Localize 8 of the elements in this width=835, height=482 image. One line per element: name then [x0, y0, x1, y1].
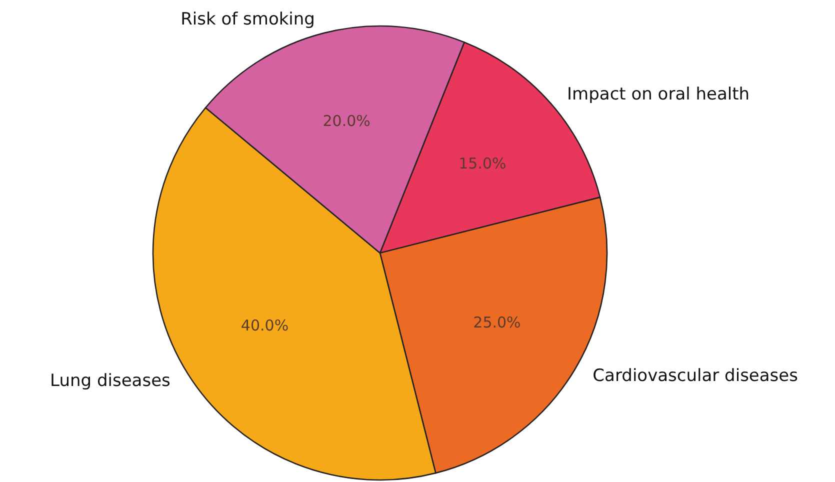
- slice-label: Lung diseases: [50, 371, 171, 392]
- data-label: 20.0%: [322, 112, 370, 130]
- slice-label: Risk of smoking: [180, 10, 315, 30]
- slice-label: Impact on oral health: [567, 84, 750, 105]
- data-label: 25.0%: [473, 314, 521, 332]
- slice-label: Cardiovascular diseases: [592, 366, 798, 386]
- data-label: 15.0%: [458, 154, 506, 172]
- data-label: 40.0%: [240, 316, 289, 335]
